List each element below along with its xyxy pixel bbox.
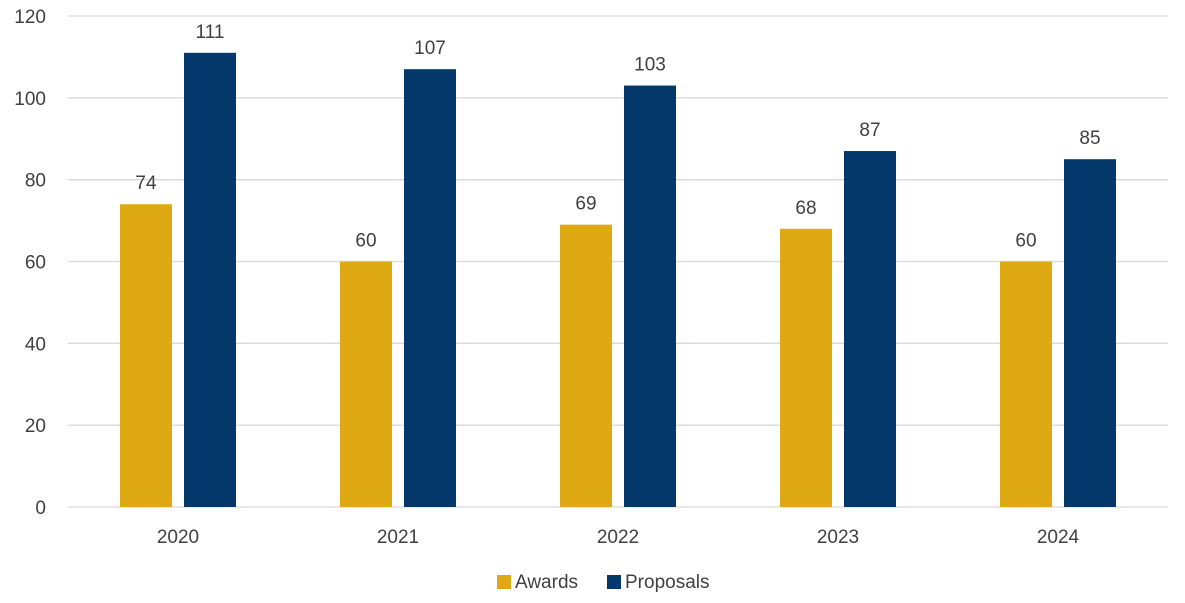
y-tick-label: 120 [14, 7, 46, 28]
legend-label-awards: Awards [515, 572, 578, 593]
bar-proposals-2020 [184, 52, 236, 507]
bar-awards-2024 [1000, 261, 1052, 507]
data-labels: 74 111 60 107 69 103 68 87 60 85 [135, 22, 1100, 252]
legend-label-proposals: Proposals [625, 572, 710, 593]
bar-proposals-2021 [404, 69, 456, 508]
bar-proposals-2022 [624, 85, 676, 507]
bars [120, 52, 1116, 508]
data-label-awards-2020: 74 [135, 173, 157, 194]
data-label-proposals-2023: 87 [859, 120, 880, 141]
bar-awards-2020 [120, 204, 172, 507]
data-label-awards-2021: 60 [355, 231, 376, 252]
y-tick-label: 60 [25, 253, 46, 274]
y-tick-label: 40 [25, 334, 46, 355]
x-tick-label: 2024 [1037, 527, 1080, 548]
legend: Awards Proposals [497, 572, 710, 593]
data-label-proposals-2021: 107 [414, 38, 446, 59]
bar-proposals-2024 [1064, 159, 1116, 508]
data-label-awards-2024: 60 [1015, 231, 1036, 252]
x-axis-ticks: 2020 2021 2022 2023 2024 [157, 527, 1080, 548]
gridlines [68, 15, 1168, 508]
data-label-proposals-2022: 103 [634, 55, 666, 76]
data-label-proposals-2020: 111 [196, 22, 225, 43]
bar-awards-2021 [340, 261, 392, 507]
legend-swatch-awards [497, 575, 511, 589]
y-axis-ticks: 0 20 40 60 80 100 120 [14, 7, 46, 519]
x-tick-label: 2021 [377, 527, 419, 548]
data-label-awards-2022: 69 [575, 194, 596, 215]
y-tick-label: 20 [25, 416, 46, 437]
y-tick-label: 0 [35, 498, 46, 519]
legend-swatch-proposals [607, 575, 621, 589]
data-label-awards-2023: 68 [795, 198, 816, 219]
x-tick-label: 2020 [157, 527, 199, 548]
bar-proposals-2023 [844, 151, 896, 507]
x-tick-label: 2023 [817, 527, 859, 548]
y-tick-label: 80 [25, 171, 46, 192]
bar-awards-2022 [560, 224, 612, 508]
data-label-proposals-2024: 85 [1079, 128, 1100, 149]
bar-awards-2023 [780, 228, 832, 507]
y-tick-label: 100 [14, 89, 46, 110]
x-tick-label: 2022 [597, 527, 639, 548]
